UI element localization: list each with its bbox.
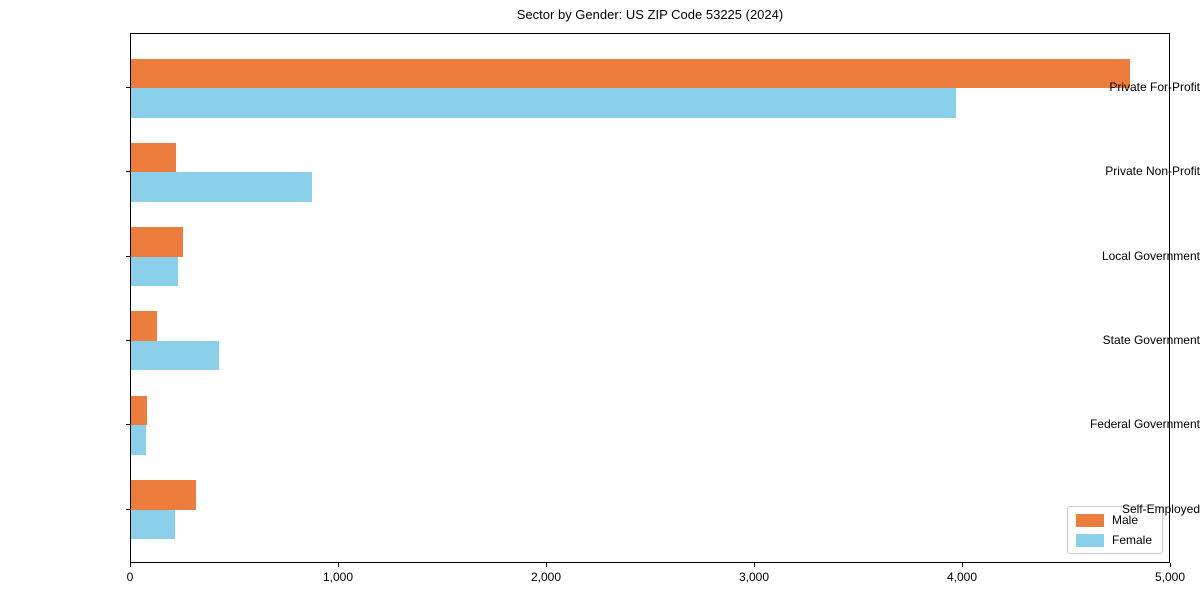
x-tick-mark	[962, 563, 963, 567]
bar-female-3	[131, 340, 220, 371]
y-tick-label: Federal Government	[1089, 417, 1200, 432]
legend-swatch-female	[1075, 533, 1104, 547]
y-tick-mark	[126, 171, 130, 173]
y-tick-label: Local Government	[1101, 248, 1200, 263]
legend-swatch-male	[1075, 513, 1104, 527]
bar-male-5	[131, 480, 197, 510]
bar-female-1	[131, 172, 312, 202]
x-tick-label: 2,000	[530, 570, 562, 584]
x-tick-label: 1,000	[322, 570, 354, 584]
legend-label: Female	[1111, 533, 1152, 547]
x-tick-mark	[1170, 563, 1171, 567]
y-tick-label: State Government	[1102, 332, 1200, 347]
bar-female-2	[131, 256, 178, 287]
y-tick-label: Private Non-Profit	[1105, 164, 1200, 179]
bar-male-4	[131, 395, 147, 426]
legend-label: Male	[1111, 513, 1138, 527]
y-tick-label: Private For-Profit	[1109, 80, 1200, 94]
x-tick-label: 0	[126, 570, 134, 584]
bar-male-0	[131, 58, 1130, 88]
legend-item-male: Male	[1075, 513, 1152, 527]
x-tick-label: 4,000	[946, 570, 978, 584]
y-tick-mark	[126, 255, 130, 257]
legend-item-female: Female	[1075, 533, 1152, 547]
x-tick-label: 3,000	[738, 570, 770, 584]
y-tick-mark	[126, 508, 130, 510]
bar-male-2	[131, 227, 183, 257]
x-tick-mark	[338, 563, 339, 567]
bar-female-5	[131, 509, 175, 540]
plot-area: Male Female	[130, 33, 1170, 563]
bar-male-3	[131, 311, 157, 341]
x-tick-mark	[754, 563, 755, 567]
y-tick-mark	[126, 339, 130, 341]
x-tick-mark	[130, 563, 131, 567]
chart-title: Sector by Gender: US ZIP Code 53225 (202…	[516, 7, 784, 22]
bar-female-4	[131, 425, 146, 455]
bar-male-1	[131, 142, 176, 173]
y-tick-label: Self-Employed	[1121, 501, 1200, 516]
bar-female-0	[131, 88, 957, 118]
x-tick-mark	[546, 563, 547, 567]
legend: Male Female	[1066, 506, 1163, 554]
y-tick-mark	[126, 424, 130, 426]
y-tick-mark	[126, 87, 130, 88]
x-tick-label: 5,000	[1154, 570, 1186, 584]
